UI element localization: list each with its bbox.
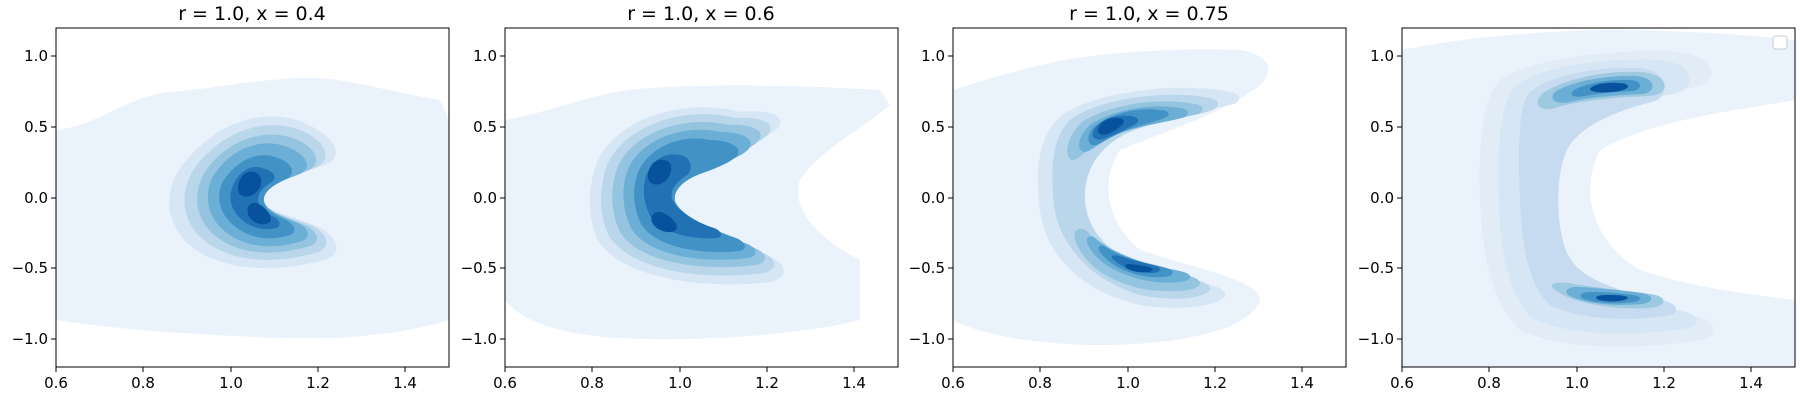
panel-4-peak-upper (1590, 82, 1628, 93)
panel-2-ytick-0.5: 0.5 (473, 118, 497, 136)
panel-1-ytick-0.5: 0.5 (24, 118, 48, 136)
panel-4-ytick-0.0: 0.0 (1370, 189, 1394, 207)
panel-1-peak-upper (237, 171, 262, 197)
panel-3-x-axis: 0.6 0.8 1.0 1.2 1.4 (941, 367, 1314, 392)
panel-1-x-axis: 0.6 0.8 1.0 1.2 1.4 (44, 367, 417, 392)
panel-3-ytick-1.0: 1.0 (921, 47, 945, 65)
panel-4-peak-lower (1596, 295, 1628, 302)
panel-2-x-axis: 0.6 0.8 1.0 1.2 1.4 (493, 367, 866, 392)
panel-2-ytick-n0.5: −0.5 (461, 259, 497, 277)
panel-1-xtick-1.4: 1.4 (393, 374, 417, 392)
panel-2: r = 1.0, x = 0.6 0.6 0.8 1.0 1.2 1.4 −1.… (461, 3, 899, 392)
panel-3-ytick-0.5: 0.5 (921, 118, 945, 136)
panel-3-xtick-1.2: 1.2 (1203, 374, 1227, 392)
panel-4-y-axis: −1.0 −0.5 0.0 0.5 1.0 (1358, 47, 1402, 348)
panel-2-peak-lower (651, 211, 677, 233)
panel-3: r = 1.0, x = 0.75 0.6 0.8 1.0 1.2 1.4 −1… (909, 3, 1347, 392)
panel-3-contour-5 (1088, 109, 1173, 278)
panel-2-xtick-1.4: 1.4 (842, 374, 866, 392)
panel-4-ytick-0.5: 0.5 (1370, 118, 1394, 136)
panel-1-ytick-n0.5: −0.5 (12, 259, 48, 277)
panel-2-xtick-1.2: 1.2 (755, 374, 779, 392)
panel-2-y-axis: −1.0 −0.5 0.0 0.5 1.0 (461, 47, 505, 348)
panel-4-xtick-0.6: 0.6 (1390, 374, 1414, 392)
panel-1-peak-lower (247, 202, 271, 225)
panel-1-title: r = 1.0, x = 0.4 (178, 3, 326, 25)
panel-1-xtick-1.2: 1.2 (306, 374, 330, 392)
panel-4-xtick-1.0: 1.0 (1565, 374, 1589, 392)
panel-4-ytick-1.0: 1.0 (1370, 47, 1394, 65)
panel-3-ytick-0.0: 0.0 (921, 189, 945, 207)
panel-4-xtick-0.8: 0.8 (1477, 374, 1501, 392)
panel-4: 0.6 0.8 1.0 1.2 1.4 −1.0 −0.5 0.0 0.5 1.… (1358, 27, 1796, 392)
panel-2-contour-background (505, 85, 890, 340)
panel-4-xtick-1.4: 1.4 (1739, 374, 1763, 392)
panel-2-xtick-0.8: 0.8 (580, 374, 604, 392)
panel-1: r = 1.0, x = 0.4 0.6 0.8 1.0 1.2 1.4 −1.… (12, 3, 450, 392)
panel-1-ytick-n1.0: −1.0 (12, 330, 48, 348)
panel-3-xtick-0.6: 0.6 (941, 374, 965, 392)
panel-1-ytick-0.0: 0.0 (24, 189, 48, 207)
panel-4-xtick-1.2: 1.2 (1652, 374, 1676, 392)
panel-2-xtick-1.0: 1.0 (668, 374, 692, 392)
panel-3-contour-background (953, 49, 1269, 346)
panel-1-ytick-1.0: 1.0 (24, 47, 48, 65)
panel-3-density (953, 49, 1269, 346)
panel-3-y-axis: −1.0 −0.5 0.0 0.5 1.0 (909, 47, 953, 348)
panel-3-peak-lower (1125, 264, 1153, 273)
panel-3-ytick-n0.5: −0.5 (909, 259, 945, 277)
panel-3-xtick-0.8: 0.8 (1028, 374, 1052, 392)
panel-2-xtick-0.6: 0.6 (493, 374, 517, 392)
panel-1-y-axis: −1.0 −0.5 0.0 0.5 1.0 (12, 47, 56, 348)
panel-1-xtick-0.8: 0.8 (131, 374, 155, 392)
panel-2-ytick-1.0: 1.0 (473, 47, 497, 65)
panel-3-ytick-n1.0: −1.0 (909, 330, 945, 348)
panel-4-contour-4 (1537, 71, 1665, 309)
panel-3-xtick-1.0: 1.0 (1116, 374, 1140, 392)
panel-3-peak-upper (1098, 117, 1124, 135)
panel-4-x-axis: 0.6 0.8 1.0 1.2 1.4 (1390, 367, 1763, 392)
panel-3-title: r = 1.0, x = 0.75 (1069, 3, 1229, 25)
panel-4-contour-5 (1552, 75, 1653, 305)
panel-2-ytick-0.0: 0.0 (473, 189, 497, 207)
panel-1-xtick-0.6: 0.6 (44, 374, 68, 392)
panel-2-peak-upper (647, 159, 672, 185)
panel-4-ytick-n0.5: −0.5 (1358, 259, 1394, 277)
panel-4-ytick-n1.0: −1.0 (1358, 330, 1394, 348)
panel-4-density (1402, 30, 1795, 367)
panel-4-contour-3 (1519, 67, 1677, 319)
panel-3-xtick-1.4: 1.4 (1290, 374, 1314, 392)
panel-2-density (505, 85, 890, 340)
panel-2-title: r = 1.0, x = 0.6 (627, 3, 775, 25)
panel-4-legend (1772, 35, 1788, 50)
panel-1-xtick-1.0: 1.0 (219, 374, 243, 392)
panel-2-ytick-n1.0: −1.0 (461, 330, 497, 348)
panel-1-density (56, 77, 449, 339)
